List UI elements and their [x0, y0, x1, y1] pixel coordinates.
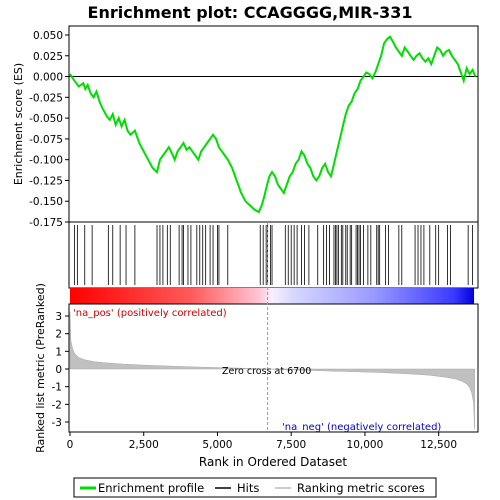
rank-color-bar [70, 288, 475, 304]
es-y-tick-label: -0.175 [29, 217, 63, 229]
es-y-axis-label: Enrichment score (ES) [12, 63, 25, 185]
metric-y-tick-label: -3 [52, 417, 62, 429]
x-tick-label: 0 [67, 439, 74, 451]
x-tick-label: 10,000 [347, 439, 384, 451]
es-y-tick-label: -0.050 [29, 113, 63, 125]
legend-metric-label: Ranking metric scores [297, 481, 425, 495]
es-y-tick-label: -0.075 [29, 134, 63, 146]
es-y-tick-label: -0.025 [29, 92, 63, 104]
es-y-tick-label: 0.050 [33, 30, 63, 42]
zero-cross-label: Zero cross at 6700 [222, 366, 311, 377]
x-tick-label: 5,000 [202, 439, 232, 451]
es-y-tick-label: 0.025 [33, 51, 63, 63]
legend-box [73, 477, 437, 498]
x-tick-label: 2,500 [129, 439, 159, 451]
metric-y-tick-label: 3 [55, 311, 62, 323]
es-y-tick-label: -0.100 [29, 155, 63, 167]
es-y-axis: 0.050 0.025 0.000 -0.025 -0.050 -0.075 -0.100 -… [29, 30, 69, 229]
enrichment-profile-line [69, 35, 477, 214]
metric-y-tick-label: 0 [55, 364, 62, 376]
pos-correlated-label: 'na_pos' (positively correlated) [73, 308, 227, 319]
es-y-tick-label: 0.000 [33, 72, 63, 84]
x-tick-label: 7,500 [276, 439, 306, 451]
metric-y-tick-label: 1 [55, 346, 62, 358]
legend-enrichment-label: Enrichment profile [98, 481, 204, 495]
neg-correlated-label: 'na_neg' (negatively correlated) [282, 422, 441, 433]
hits-panel-frame [68, 221, 479, 289]
chart-title: Enrichment plot: CCAGGGG,MIR-331 [88, 3, 413, 22]
x-tick-label: 12,500 [420, 439, 457, 451]
ranking-metric-area [69, 312, 475, 430]
es-y-tick-label: -0.125 [29, 175, 63, 187]
metric-y-tick-label: 2 [55, 329, 62, 341]
es-y-tick-label: -0.150 [29, 196, 63, 208]
metric-y-tick-label: -1 [52, 382, 62, 394]
metric-panel-frame [68, 303, 479, 433]
metric-y-axis: 3 2 1 0 -1 -2 -3 [52, 311, 69, 429]
hit-markers [74, 225, 473, 285]
legend-hits-label: Hits [237, 481, 259, 495]
metric-y-axis-label: Ranked list metric (PreRanked) [34, 283, 47, 453]
x-axis: 0 2,500 5,000 7,500 10,000 12,500 [67, 432, 457, 451]
x-axis-label: Rank in Ordered Dataset [199, 455, 347, 469]
metric-y-tick-label: -2 [52, 399, 62, 411]
